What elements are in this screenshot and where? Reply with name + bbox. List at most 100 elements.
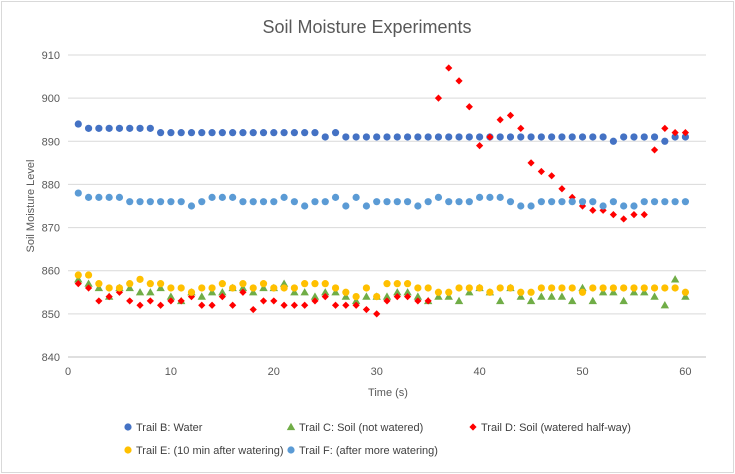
data-point [126, 124, 134, 132]
data-point [548, 284, 556, 292]
data-point [670, 275, 680, 283]
data-point [558, 198, 566, 206]
data-point [229, 284, 237, 292]
data-point [681, 292, 690, 300]
data-point [486, 193, 494, 201]
data-point [455, 198, 463, 206]
y-tick-label: 860 [42, 266, 60, 278]
data-point [249, 305, 257, 314]
data-point [382, 292, 392, 300]
data-point [414, 284, 422, 292]
y-tick-label: 890 [42, 136, 60, 148]
data-point [465, 198, 473, 206]
data-point [342, 288, 350, 296]
legend-label: Trail C: Soil (not watered) [299, 422, 423, 434]
data-point [424, 297, 432, 305]
data-point [558, 133, 566, 141]
data-point [434, 94, 443, 102]
data-point [496, 193, 504, 201]
data-point [321, 293, 329, 301]
data-point [84, 193, 93, 201]
data-point [671, 198, 679, 206]
data-point [146, 124, 154, 132]
data-point [157, 129, 165, 137]
data-point [537, 292, 546, 300]
data-point [105, 193, 113, 201]
data-point [661, 198, 669, 206]
data-point [527, 159, 535, 167]
data-point [279, 279, 289, 287]
data-point [527, 202, 535, 210]
data-point [115, 193, 124, 201]
data-point [362, 305, 371, 314]
data-point [393, 198, 401, 206]
data-point [445, 133, 453, 141]
data-point [342, 301, 350, 309]
y-tick-label: 870 [42, 223, 60, 235]
data-point [167, 284, 175, 292]
data-point [434, 193, 443, 201]
data-point [558, 185, 566, 193]
data-point [197, 292, 206, 300]
data-point [351, 296, 361, 305]
data-point [136, 301, 144, 309]
data-point [84, 284, 93, 292]
data-point [630, 284, 638, 292]
data-point [352, 301, 360, 309]
data-point [661, 284, 669, 292]
data-point [84, 279, 93, 287]
y-tick-label: 880 [42, 179, 60, 191]
data-point [95, 193, 103, 201]
data-point [578, 133, 587, 141]
data-point [177, 198, 185, 206]
data-point [465, 133, 473, 141]
data-point [280, 284, 288, 292]
data-point [681, 133, 690, 141]
data-point [238, 283, 248, 292]
data-point [506, 284, 515, 292]
data-point [629, 288, 639, 296]
data-point [517, 202, 525, 210]
data-point [620, 215, 628, 223]
data-point [609, 288, 618, 296]
data-point [249, 288, 258, 296]
data-point [527, 288, 535, 296]
data-point [342, 133, 350, 141]
data-point [136, 275, 144, 283]
data-point [486, 133, 494, 141]
data-point [640, 288, 649, 296]
data-point [589, 206, 597, 214]
data-point [84, 124, 93, 132]
data-point [496, 116, 504, 124]
data-point [516, 292, 525, 300]
data-point [454, 296, 464, 305]
data-point [331, 193, 340, 201]
data-point [537, 133, 545, 141]
data-point [589, 198, 597, 206]
x-tick-label: 0 [65, 366, 71, 378]
data-point [198, 198, 206, 206]
data-point [630, 211, 638, 219]
data-point [331, 129, 340, 137]
data-point [640, 284, 648, 292]
series-1 [74, 120, 690, 145]
data-points [74, 64, 690, 318]
data-point [311, 297, 319, 305]
data-point [177, 297, 185, 305]
x-tick-label: 40 [473, 366, 485, 378]
data-point [321, 280, 329, 288]
data-point [290, 284, 298, 292]
data-point [558, 284, 566, 292]
data-point [424, 133, 432, 141]
data-point [126, 198, 134, 206]
data-point [444, 292, 453, 300]
data-point [393, 293, 401, 301]
data-point [208, 193, 216, 201]
data-point [465, 284, 473, 292]
data-point [537, 198, 545, 206]
x-axis-label: Time (s) [368, 387, 408, 399]
data-point [229, 193, 237, 201]
data-point [445, 64, 453, 72]
data-point [681, 198, 690, 206]
